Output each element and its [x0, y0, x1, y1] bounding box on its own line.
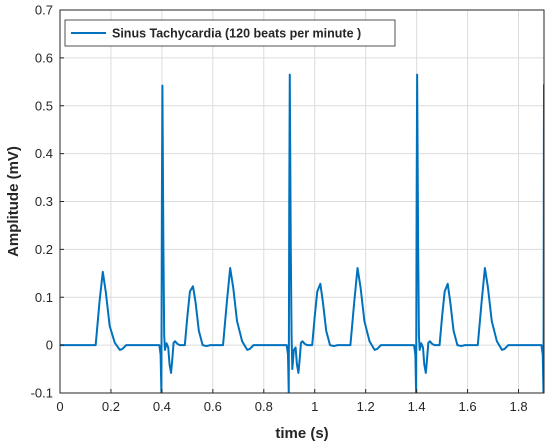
y-tick-label: 0	[46, 338, 53, 353]
legend-entry: Sinus Tachycardia (120 beats per minute …	[112, 27, 361, 41]
y-tick-label: 0.1	[35, 290, 53, 305]
x-axis: 0 0.2 0.4 0.6 0.8 1 1.2 1.4 1.6 1.8	[56, 389, 528, 414]
legend-box	[64, 19, 396, 47]
x-tick-label: 1.2	[357, 399, 375, 414]
x-tick-label: 0.4	[153, 399, 171, 414]
x-axis-label: time (s)	[275, 425, 328, 442]
y-tick-label: 0.3	[35, 194, 53, 209]
x-tick-label: 0.8	[255, 399, 273, 414]
y-tick-label: 0.4	[35, 146, 53, 161]
x-tick-label: 0.2	[102, 399, 120, 414]
y-axis: -0.1 0 0.1 0.2 0.3 0.4 0.5 0.6 0.7	[31, 3, 64, 401]
x-tick-label: 0	[56, 399, 63, 414]
y-axis-label: Amplitude (mV)	[5, 146, 22, 257]
series-line	[60, 73, 544, 393]
x-tick-label: 1	[311, 399, 318, 414]
y-tick-label: -0.1	[31, 386, 53, 401]
legend: Sinus Tachycardia (120 beats per minute …	[64, 19, 396, 47]
x-tick-label: 0.6	[204, 399, 222, 414]
series-layer	[60, 73, 544, 393]
x-tick-label: 1.8	[509, 399, 527, 414]
x-tick-label: 1.4	[408, 399, 426, 414]
y-tick-label: 0.6	[35, 50, 53, 65]
x-tick-label: 1.6	[459, 399, 477, 414]
y-tick-label: 0.5	[35, 98, 53, 113]
y-tick-label: 0.2	[35, 242, 53, 257]
y-tick-label: 0.7	[35, 3, 53, 18]
